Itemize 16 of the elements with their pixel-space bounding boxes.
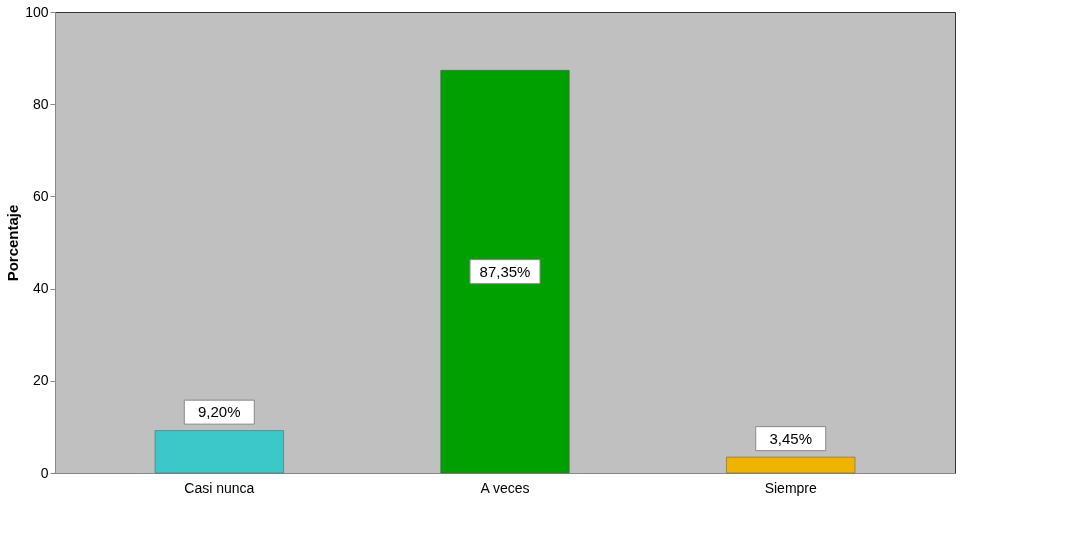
bar (440, 70, 570, 474)
x-tick-label: A veces (480, 479, 530, 496)
y-tick-label: 20 (32, 372, 49, 389)
x-tick-label: Casi nunca (184, 479, 255, 496)
data-label: 3,45% (769, 429, 812, 447)
bar (154, 430, 284, 474)
data-label: 9,20% (198, 403, 241, 421)
y-tick-label: 40 (32, 280, 49, 297)
y-tick-label: 60 (32, 187, 49, 204)
y-tick-label: 100 (25, 3, 49, 20)
y-tick-label: 80 (32, 95, 49, 112)
data-label: 87,35% (479, 262, 531, 280)
y-tick-label: 0 (40, 464, 49, 481)
bar (726, 456, 856, 474)
x-tick-label: Siempre (764, 479, 817, 496)
y-axis-title: Porcentaje (4, 204, 22, 282)
